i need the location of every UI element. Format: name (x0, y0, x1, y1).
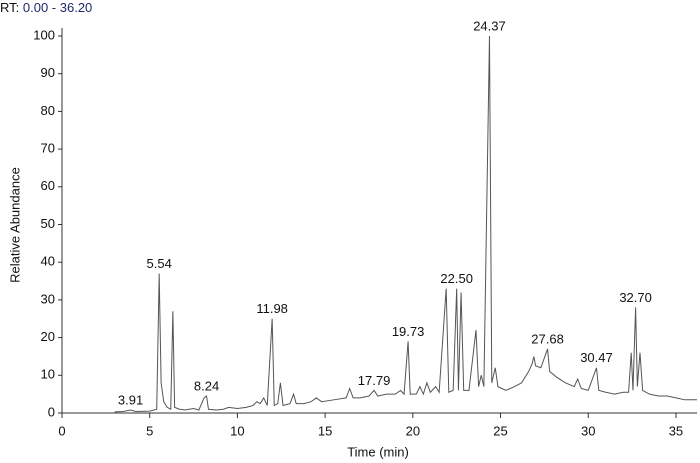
rt-range: 0.00 - 36.20 (23, 0, 92, 15)
x-axis-label: Time (min) (347, 444, 409, 459)
peak-label: 3.91 (118, 392, 143, 407)
peak-label: 30.47 (580, 350, 613, 365)
y-tick-label: 50 (41, 216, 55, 231)
peak-label: 22.50 (440, 271, 473, 286)
x-tick-label: 35 (669, 423, 683, 438)
peak-label: 32.70 (619, 290, 652, 305)
y-tick-label: 0 (48, 404, 55, 419)
x-tick-label: 20 (406, 423, 420, 438)
y-tick-label: 40 (41, 254, 55, 269)
peak-label: 24.37 (473, 18, 506, 33)
x-tick-label: 25 (493, 423, 507, 438)
y-tick-label: 80 (41, 103, 55, 118)
x-tick-label: 5 (146, 423, 153, 438)
x-tick-label: 10 (230, 423, 244, 438)
y-tick-label: 10 (41, 367, 55, 382)
y-tick-label: 100 (33, 27, 55, 42)
peak-label: 17.79 (358, 373, 391, 388)
peak-label: 8.24 (194, 378, 219, 393)
peak-label: 11.98 (256, 301, 288, 316)
peak-label: 27.68 (531, 331, 564, 346)
y-tick-label: 30 (41, 291, 55, 306)
y-tick-label: 90 (41, 65, 55, 80)
rt-label: RT: (0, 0, 19, 15)
x-tick-label: 15 (318, 423, 332, 438)
x-tick-label: 0 (58, 423, 65, 438)
y-tick-label: 60 (41, 178, 55, 193)
peak-label: 19.73 (392, 324, 425, 339)
chart-title: RT: 0.00 - 36.20 (0, 0, 92, 15)
x-tick-label: 30 (581, 423, 595, 438)
peak-label: 5.54 (147, 256, 172, 271)
y-axis-label: Relative Abundance (7, 167, 22, 283)
y-tick-label: 70 (41, 141, 55, 156)
trace (114, 35, 697, 413)
y-tick-label: 20 (41, 329, 55, 344)
